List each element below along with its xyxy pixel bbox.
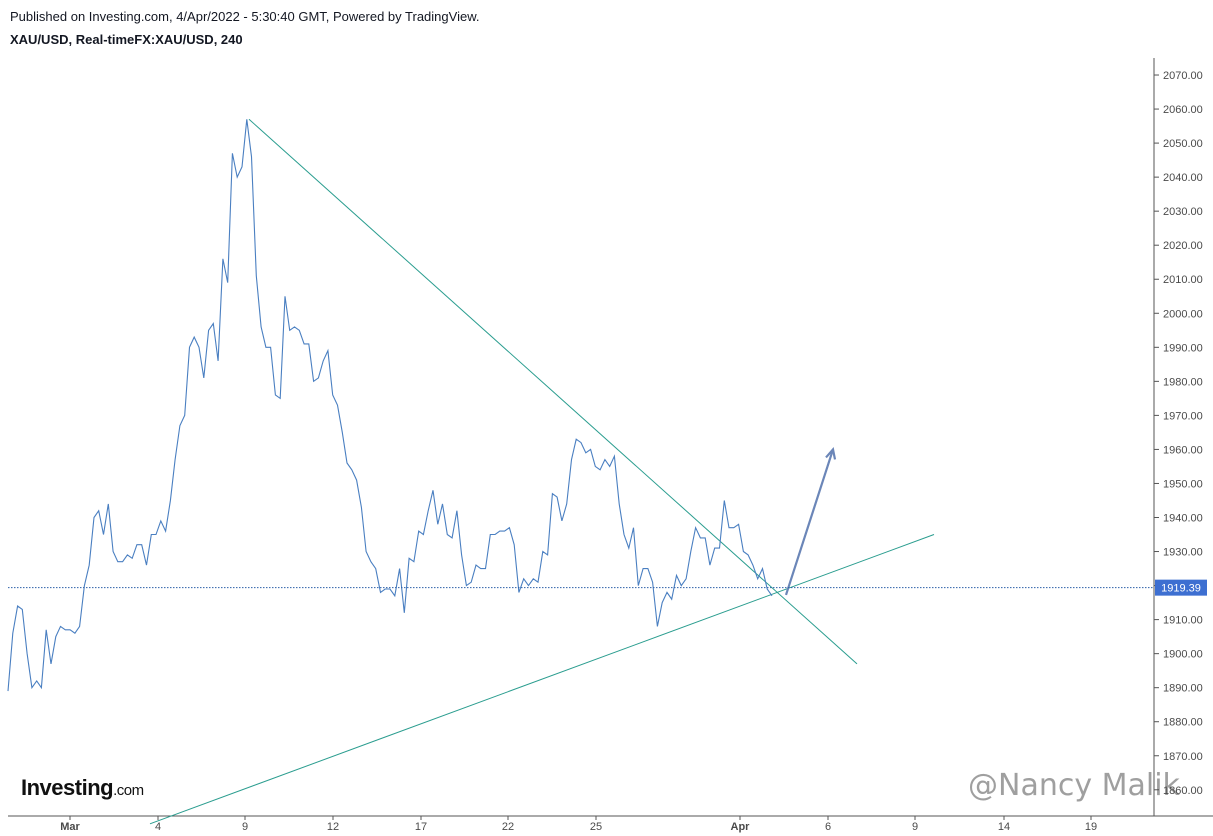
x-tick-label: 12: [327, 821, 339, 833]
brand-suffix: .com: [113, 782, 144, 799]
x-tick-label: 22: [502, 821, 514, 833]
bullish-arrow-head: [825, 447, 837, 460]
y-tick-label: 1870.00: [1163, 751, 1203, 763]
bullish-arrow: [784, 449, 835, 596]
investing-logo: Investing.com: [21, 775, 144, 801]
x-tick-label: Mar: [60, 821, 80, 833]
x-tick-label: 6: [825, 821, 831, 833]
x-tick-label: 25: [590, 821, 602, 833]
y-tick-label: 1940.00: [1163, 512, 1203, 524]
y-tick-label: 1970.00: [1163, 410, 1203, 422]
y-tick-label: 2070.00: [1163, 70, 1203, 82]
x-tick-label: 14: [998, 821, 1010, 833]
y-tick-label: 1990.00: [1163, 342, 1203, 354]
current-price-badge: [1155, 579, 1207, 596]
y-tick-label: 2050.00: [1163, 138, 1203, 150]
published-line: Published on Investing.com, 4/Apr/2022 -…: [10, 9, 480, 24]
y-tick-label: 1890.00: [1163, 683, 1203, 695]
y-tick-label: 2020.00: [1163, 240, 1203, 252]
y-tick-label: 1960.00: [1163, 444, 1203, 456]
y-tick-label: 2060.00: [1163, 104, 1203, 116]
x-tick-label: 9: [242, 821, 248, 833]
price-series-line: [7, 119, 773, 692]
y-tick-label: 1900.00: [1163, 649, 1203, 661]
ascending-trendline: [149, 534, 935, 825]
y-tick-label: 2040.00: [1163, 172, 1203, 184]
x-tick-label: Apr: [731, 821, 751, 833]
current-price-label: 1919.39: [1161, 583, 1201, 595]
y-tick-label: 1950.00: [1163, 478, 1203, 490]
y-tick-label: 1980.00: [1163, 376, 1203, 388]
y-tick-label: 2000.00: [1163, 308, 1203, 320]
y-tick-label: 1930.00: [1163, 547, 1203, 559]
x-tick-label: 9: [912, 821, 918, 833]
x-tick-label: 19: [1085, 821, 1097, 833]
symbol-line: XAU/USD, Real-timeFX:XAU/USD, 240: [10, 32, 243, 47]
x-tick-label: 17: [415, 821, 427, 833]
y-tick-label: 1880.00: [1163, 717, 1203, 729]
y-tick-label: 2010.00: [1163, 274, 1203, 286]
author-watermark: @Nancy Malik: [968, 768, 1180, 803]
y-tick-label: 1860.00: [1163, 785, 1203, 797]
y-tick-label: 1910.00: [1163, 615, 1203, 627]
brand-name: Investing: [21, 775, 114, 800]
x-tick-label: 4: [155, 821, 161, 833]
y-tick-label: 2030.00: [1163, 206, 1203, 218]
